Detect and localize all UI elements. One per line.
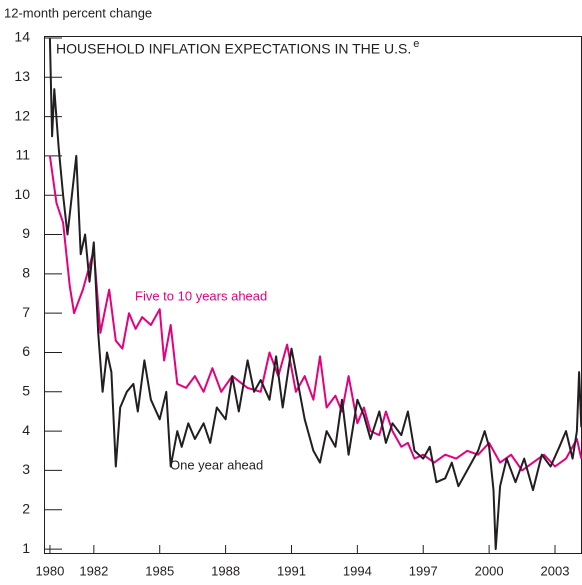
y-tick-label: 9	[22, 225, 30, 241]
y-tick-label: 1	[22, 540, 30, 556]
plot-frame	[44, 36, 582, 554]
y-tick-label: 13	[14, 68, 30, 84]
y-tick-label: 6	[22, 343, 30, 359]
x-tick-label: 1997	[409, 563, 438, 578]
legend-label: Five to 10 years ahead	[135, 288, 267, 303]
x-tick-label: 1985	[145, 563, 174, 578]
y-tick-label: 8	[22, 265, 30, 281]
x-tick-label: 1980	[35, 563, 64, 578]
y-tick-label: 11	[15, 147, 30, 163]
x-tick-label: 1988	[211, 563, 240, 578]
y-tick-label: 4	[22, 422, 30, 438]
legend-label: One year ahead	[170, 457, 263, 472]
y-axis-label: 12-month percent change	[4, 5, 152, 20]
series-line	[48, 37, 582, 551]
x-tick-label: 2000	[475, 563, 504, 578]
y-tick-label: 7	[22, 304, 30, 320]
x-tick-label: 1994	[343, 563, 372, 578]
series-line	[48, 155, 582, 472]
y-tick-label: 2	[22, 500, 30, 516]
y-tick-label: 3	[22, 461, 30, 477]
y-tick-label: 14	[14, 29, 30, 45]
x-tick-label: 1982	[79, 563, 108, 578]
y-tick-label: 5	[22, 383, 30, 399]
x-tick-label: 2003	[541, 563, 570, 578]
title-superscript: e	[413, 38, 419, 50]
y-tick-label: 12	[14, 107, 30, 123]
x-tick-label: 1991	[277, 563, 306, 578]
y-tick-label: 10	[14, 186, 30, 202]
chart-title: HOUSEHOLD INFLATION EXPECTATIONS IN THE …	[56, 41, 411, 57]
